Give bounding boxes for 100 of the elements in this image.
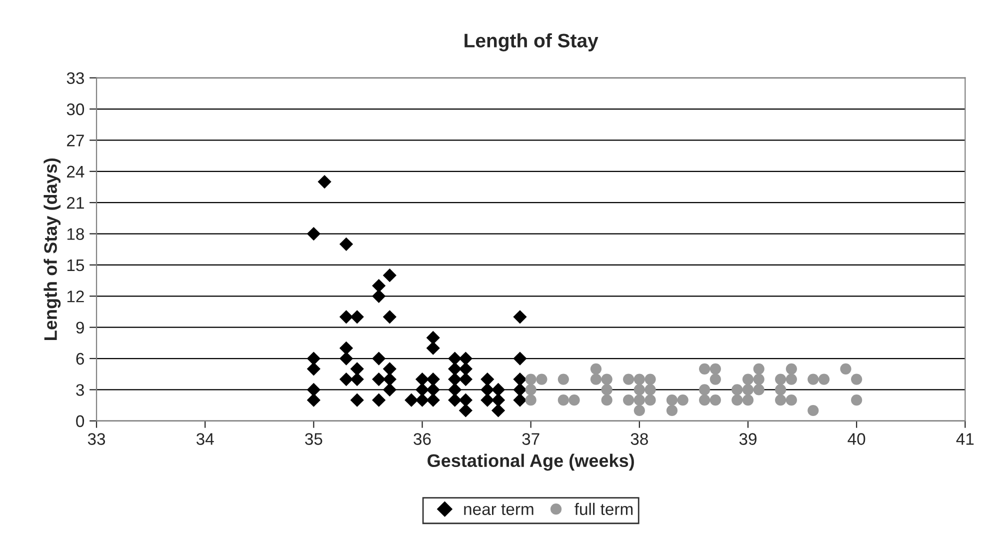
point bbox=[644, 384, 656, 396]
point bbox=[644, 374, 656, 385]
point bbox=[513, 372, 527, 386]
point bbox=[699, 363, 710, 374]
point bbox=[742, 374, 754, 385]
point bbox=[318, 174, 332, 189]
point bbox=[666, 404, 678, 416]
point bbox=[808, 374, 819, 385]
point bbox=[710, 394, 721, 406]
x-tick-label: 41 bbox=[956, 433, 974, 445]
y-tick-label: 33 bbox=[66, 72, 84, 84]
point bbox=[601, 374, 612, 385]
y-tick-label: 15 bbox=[67, 260, 84, 272]
point bbox=[350, 310, 364, 324]
point bbox=[568, 394, 580, 406]
x-tick-label: 33 bbox=[88, 433, 106, 445]
point bbox=[558, 394, 569, 406]
point bbox=[448, 362, 462, 376]
point bbox=[426, 372, 440, 386]
point bbox=[426, 382, 440, 397]
point bbox=[448, 382, 462, 397]
point bbox=[513, 310, 527, 324]
point bbox=[372, 393, 386, 407]
point bbox=[840, 363, 852, 374]
point bbox=[306, 352, 320, 366]
point bbox=[786, 363, 797, 374]
point bbox=[306, 393, 320, 407]
point bbox=[372, 352, 386, 366]
point bbox=[350, 362, 364, 376]
point bbox=[808, 404, 819, 416]
point bbox=[339, 310, 354, 324]
point bbox=[634, 374, 645, 385]
point bbox=[306, 382, 320, 397]
y-tick-label: 6 bbox=[76, 352, 84, 365]
point bbox=[415, 382, 430, 397]
y-axis-title: Length of Stay (days) bbox=[44, 158, 61, 340]
point bbox=[415, 393, 430, 407]
y-tick-label: 18 bbox=[67, 228, 84, 240]
point bbox=[666, 394, 678, 406]
point bbox=[458, 372, 472, 386]
point bbox=[350, 372, 364, 386]
y-tick-label: 9 bbox=[76, 322, 84, 334]
point bbox=[513, 352, 527, 366]
point bbox=[775, 384, 786, 396]
point bbox=[426, 393, 440, 407]
point bbox=[491, 382, 506, 397]
y-tick-label: 24 bbox=[67, 166, 84, 178]
point bbox=[590, 363, 602, 374]
point bbox=[404, 393, 418, 407]
point bbox=[480, 393, 494, 407]
point bbox=[372, 289, 386, 303]
point bbox=[786, 374, 797, 385]
point bbox=[699, 394, 710, 406]
point bbox=[458, 362, 472, 376]
point bbox=[513, 393, 527, 407]
x-tick-label: 37 bbox=[522, 433, 540, 445]
point bbox=[558, 374, 569, 385]
chart-title: Length of Stay bbox=[464, 33, 598, 52]
point bbox=[634, 394, 645, 406]
legend-label: full term bbox=[574, 502, 633, 516]
x-tick-label: 40 bbox=[848, 433, 866, 445]
point bbox=[753, 374, 764, 385]
point bbox=[710, 363, 721, 374]
y-tick-label: 30 bbox=[66, 103, 84, 116]
point bbox=[732, 394, 743, 406]
y-tick-label: 3 bbox=[76, 384, 84, 396]
point bbox=[525, 374, 536, 385]
point bbox=[742, 384, 754, 396]
point bbox=[742, 394, 754, 406]
point bbox=[458, 404, 472, 418]
x-tick-label: 39 bbox=[739, 433, 756, 445]
point bbox=[491, 393, 506, 407]
point bbox=[372, 278, 386, 293]
point bbox=[644, 394, 656, 406]
point bbox=[525, 394, 536, 406]
point bbox=[634, 404, 645, 416]
point bbox=[590, 374, 602, 385]
point bbox=[426, 330, 440, 345]
point bbox=[753, 384, 764, 396]
point bbox=[382, 362, 396, 376]
point bbox=[426, 341, 440, 355]
point bbox=[448, 393, 462, 407]
point bbox=[732, 384, 743, 396]
point bbox=[525, 384, 536, 396]
point bbox=[382, 268, 396, 282]
legend-label: near term bbox=[464, 504, 534, 516]
x-axis-title: Gestational Age (weeks) bbox=[428, 454, 634, 471]
point bbox=[851, 394, 862, 406]
y-tick-label: 12 bbox=[67, 290, 84, 302]
point bbox=[851, 374, 862, 385]
point bbox=[710, 374, 721, 385]
point bbox=[699, 384, 710, 396]
point bbox=[339, 341, 354, 355]
point bbox=[458, 352, 472, 366]
x-tick-label: 34 bbox=[196, 433, 214, 445]
point bbox=[350, 393, 364, 407]
point bbox=[513, 382, 527, 397]
point bbox=[382, 310, 396, 324]
point bbox=[480, 372, 494, 386]
point bbox=[415, 372, 430, 386]
